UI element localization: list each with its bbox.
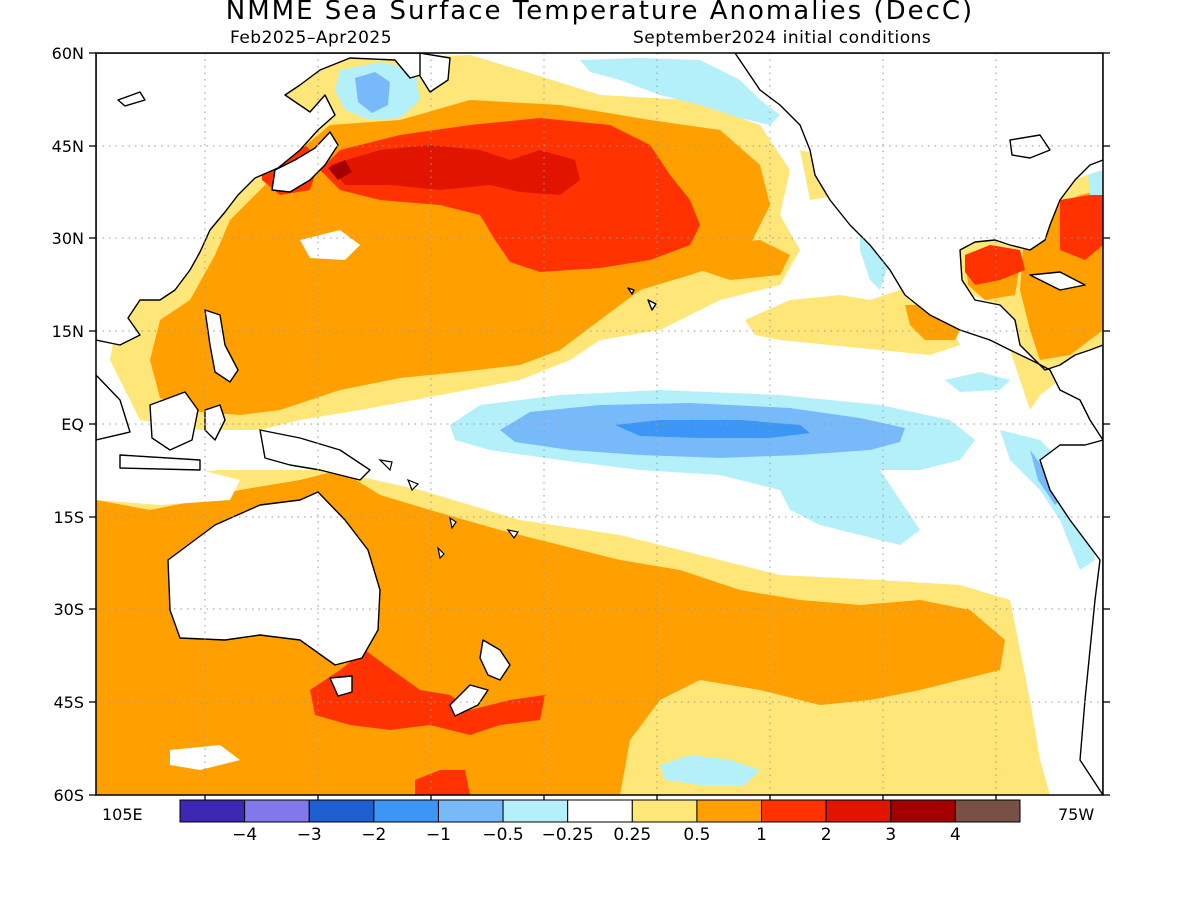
colorbar-swatch	[437, 799, 504, 823]
colorbar-labels: −4 −3 −2 −1 −0.5 −0.25 0.25 0.5 1 2 3 4	[232, 825, 961, 845]
anomaly-field	[96, 53, 1103, 795]
colorbar-label: −4	[232, 825, 257, 845]
forecast-period: Feb2025–Apr2025	[230, 28, 393, 48]
anomaly-blue	[615, 420, 810, 438]
colorbar-label: 4	[950, 825, 961, 845]
landmasses	[96, 53, 1103, 795]
colorbar-swatch	[761, 799, 827, 823]
lat-label: 15N	[52, 322, 84, 341]
colorbar-swatch	[890, 799, 956, 823]
colorbar-label: −3	[297, 825, 322, 845]
chart-title: NMME Sea Surface Temperature Anomalies (…	[225, 0, 975, 26]
lat-label: 60S	[53, 786, 84, 805]
lat-label: 30S	[53, 600, 84, 619]
grid-lines	[96, 53, 1103, 795]
lat-label: EQ	[61, 415, 84, 434]
colorbar-label: 2	[821, 825, 832, 845]
lon-label-right: 75W	[1058, 805, 1094, 824]
anomaly-dark-red	[328, 160, 352, 180]
lon-label-left: 105E	[102, 805, 143, 824]
colorbar-label: −2	[361, 825, 386, 845]
colorbar-swatch	[179, 799, 246, 823]
colorbar-swatch	[373, 799, 439, 823]
colorbar-label: 3	[885, 825, 896, 845]
colorbar-swatch	[502, 799, 569, 823]
colorbar-swatch	[308, 799, 375, 823]
colorbar-label: −1	[426, 825, 451, 845]
colorbar-label: 1	[756, 825, 767, 845]
lat-label: 45N	[52, 137, 84, 156]
pacific-islands	[378, 459, 519, 560]
colorbar-swatch	[825, 799, 892, 823]
colorbar-swatch	[567, 799, 633, 823]
latitude-labels: 60N 45N 30N 15N EQ 15S 30S 45S 60S	[52, 44, 84, 805]
lat-label: 45S	[53, 693, 84, 712]
colorbar-swatch	[954, 799, 1021, 823]
lat-label: 60N	[52, 44, 84, 63]
colorbar-label: −0.25	[542, 825, 594, 845]
colorbar	[179, 799, 1021, 823]
anomaly-red	[330, 145, 580, 195]
colorbar-swatch	[244, 799, 310, 823]
lat-label: 30N	[52, 229, 84, 248]
initial-conditions: September2024 initial conditions	[633, 28, 932, 48]
colorbar-label: 0.25	[613, 825, 651, 845]
colorbar-swatch	[631, 799, 698, 823]
lat-label: 15S	[53, 508, 84, 527]
colorbar-label: 0.5	[683, 825, 710, 845]
colorbar-swatch	[696, 799, 763, 823]
colorbar-label: −0.5	[482, 825, 523, 845]
